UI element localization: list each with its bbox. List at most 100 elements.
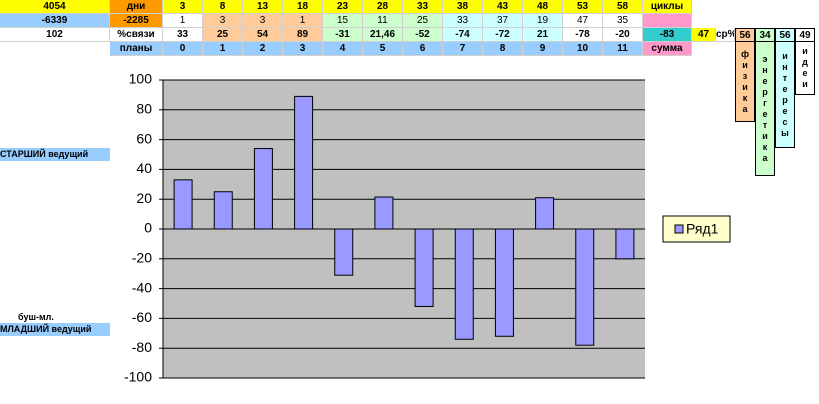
cell-empty (643, 14, 692, 28)
y-tick-label: 60 (136, 130, 152, 146)
cell: 1 (203, 42, 243, 56)
cell: -6339 (0, 14, 110, 28)
cell: 38 (443, 0, 483, 14)
cell: 33 (443, 14, 483, 28)
cell: 25 (403, 14, 443, 28)
bar (213, 191, 233, 230)
cell: 6 (403, 42, 443, 56)
bar (414, 228, 434, 307)
cell: 18 (283, 0, 323, 14)
cell: -2285 (110, 14, 163, 28)
legend-box (662, 215, 731, 243)
cell: 33 (403, 0, 443, 14)
cell: 3 (283, 42, 323, 56)
cell: 21,46 (363, 28, 403, 42)
bar (374, 196, 394, 230)
bar (294, 95, 314, 230)
cell: 1 (163, 14, 203, 28)
legend-swatch (674, 224, 684, 234)
cell: 54 (243, 28, 283, 42)
cell: -72 (483, 28, 523, 42)
cell: 58 (603, 0, 643, 14)
cell: 19 (523, 14, 563, 28)
cell: 33 (163, 28, 203, 42)
cell: 4 (323, 42, 363, 56)
bar (454, 228, 474, 340)
cell: 47 (692, 28, 716, 42)
cell: -74 (443, 28, 483, 42)
y-tick-label: 0 (144, 220, 152, 236)
cell: 13 (243, 0, 283, 14)
senior-label: СТАРШИЙ ведущий (0, 148, 110, 161)
cell: -52 (403, 28, 443, 42)
cell: 1 (283, 14, 323, 28)
legend-label: Ряд1 (686, 221, 719, 237)
cell: 4054 (0, 0, 110, 14)
vertical-word: идеи (795, 42, 815, 95)
cell: 3 (163, 0, 203, 14)
cell: 43 (483, 0, 523, 14)
cell: 10 (563, 42, 603, 56)
cell: 11 (363, 14, 403, 28)
cell: 47 (563, 14, 603, 28)
y-tick-label: -80 (132, 339, 152, 355)
cell: дни (110, 0, 163, 14)
cell: -31 (323, 28, 363, 42)
bar (494, 228, 514, 337)
y-tick-label: -40 (132, 279, 152, 295)
bar (535, 197, 555, 230)
bar (334, 228, 354, 276)
cell: 7 (443, 42, 483, 56)
vertical-head: 49 (795, 28, 815, 42)
cell: -78 (563, 28, 603, 42)
cell: -83 (643, 28, 692, 42)
y-tick-label: -20 (132, 250, 152, 266)
bar (575, 228, 595, 346)
cell: 11 (603, 42, 643, 56)
cell: 2 (243, 42, 283, 56)
cell: 3 (243, 14, 283, 28)
cell: циклы (643, 0, 692, 14)
bar (615, 228, 635, 260)
bush-label: буш-мл. (18, 312, 54, 322)
vertical-word: интересы (775, 42, 795, 148)
vertical-word: энергетика (755, 42, 775, 176)
vertical-head: 56 (775, 28, 795, 42)
cell: 102 (0, 28, 110, 42)
y-tick-label: 100 (129, 71, 153, 87)
cell: 25 (203, 28, 243, 42)
cell: 8 (483, 42, 523, 56)
cell: 3 (203, 14, 243, 28)
cell: 0 (163, 42, 203, 56)
y-tick-label: -100 (124, 369, 152, 385)
vertical-word: физика (735, 42, 755, 122)
cell: 8 (203, 0, 243, 14)
cell: 21 (523, 28, 563, 42)
cell: 23 (323, 0, 363, 14)
vertical-head: 56 (735, 28, 755, 42)
cell: %связи (110, 28, 163, 42)
cell: 35 (603, 14, 643, 28)
cell: -20 (603, 28, 643, 42)
cell: сумма (643, 42, 692, 56)
cell: 37 (483, 14, 523, 28)
bar (173, 179, 193, 230)
vertical-head: 34 (755, 28, 775, 42)
junior-label: МЛАДШИЙ ведущий (0, 323, 110, 336)
y-tick-label: -60 (132, 309, 152, 325)
cell: планы (110, 42, 163, 56)
cell: 89 (283, 28, 323, 42)
cell: 53 (563, 0, 603, 14)
y-tick-label: 40 (136, 160, 152, 176)
y-tick-label: 80 (136, 101, 152, 117)
cell: 48 (523, 0, 563, 14)
y-tick-label: 20 (136, 190, 152, 206)
cell: 28 (363, 0, 403, 14)
cell: 5 (363, 42, 403, 56)
bar (253, 148, 273, 230)
cell: ср% (716, 28, 735, 42)
cell: 9 (523, 42, 563, 56)
cell: 15 (323, 14, 363, 28)
